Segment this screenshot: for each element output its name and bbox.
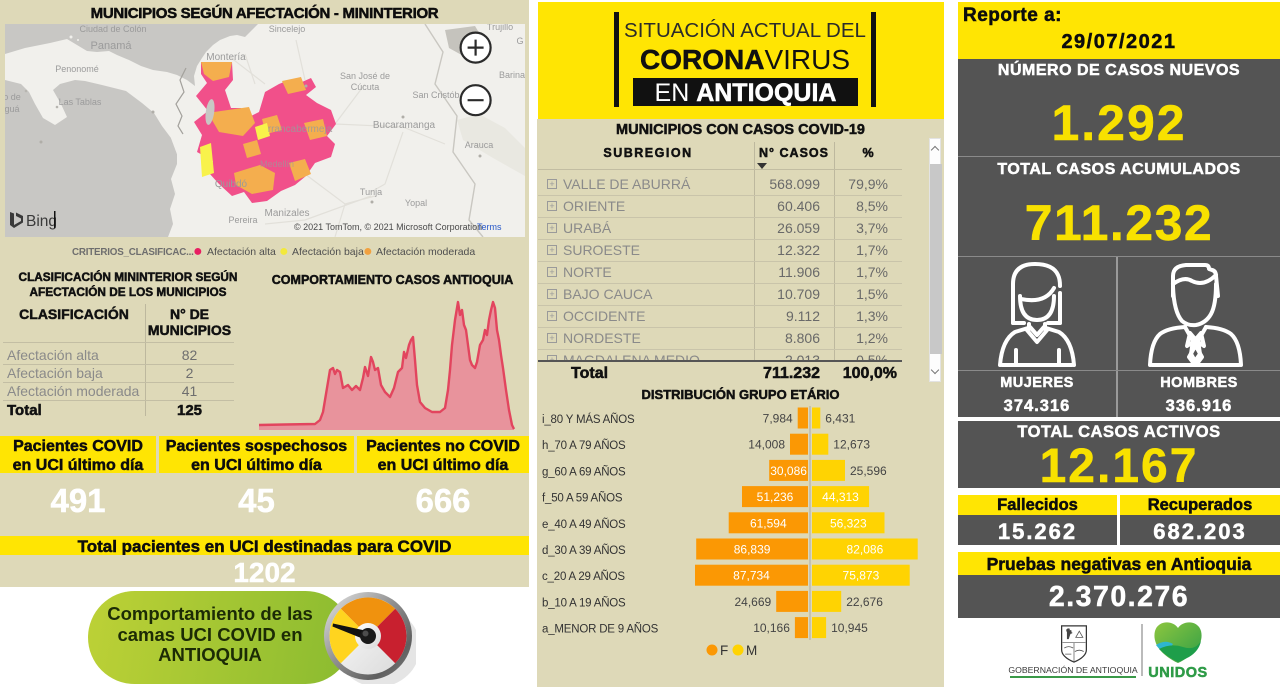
svg-text:10,945: 10,945 [831, 621, 868, 635]
svg-text:© 2021 TomTom, © 2021 Microsof: © 2021 TomTom, © 2021 Microsoft Corporat… [294, 222, 482, 232]
svg-text:Medellín: Medellín [260, 159, 294, 169]
svg-text:61,594: 61,594 [750, 516, 787, 530]
svg-text:a_MENOR DE 9 AÑOS: a_MENOR DE 9 AÑOS [542, 623, 659, 636]
svg-text:56,323: 56,323 [830, 516, 867, 530]
svg-text:Barina: Barina [499, 70, 525, 80]
svg-text:b_10 A 19 AÑOS: b_10 A 19 AÑOS [542, 596, 626, 609]
svg-text:G: G [516, 36, 523, 46]
svg-text:Sincelejo: Sincelejo [269, 24, 306, 34]
svg-text:86,839: 86,839 [734, 543, 771, 557]
svg-text:7,984: 7,984 [763, 412, 793, 426]
svg-text:c_20 A 29 AÑOS: c_20 A 29 AÑOS [542, 570, 625, 583]
svg-text:Arauca: Arauca [465, 140, 494, 150]
svg-text:f_50 A 59 AÑOS: f_50 A 59 AÑOS [542, 492, 623, 505]
svg-text:h_70 A 79 AÑOS: h_70 A 79 AÑOS [542, 439, 626, 452]
svg-text:d_30 A 39 AÑOS: d_30 A 39 AÑOS [542, 544, 626, 557]
svg-text:rrancabermeja: rrancabermeja [268, 124, 333, 135]
svg-text:Bucaramanga: Bucaramanga [373, 120, 436, 131]
svg-text:Panamá: Panamá [91, 40, 133, 52]
svg-text:75,873: 75,873 [843, 569, 880, 583]
svg-text:Quibdó: Quibdó [215, 179, 248, 190]
svg-text:6,431: 6,431 [825, 412, 855, 426]
svg-text:25,596: 25,596 [850, 464, 887, 478]
svg-text:87,734: 87,734 [733, 569, 770, 583]
svg-text:82,086: 82,086 [847, 543, 884, 557]
svg-text:F: F [720, 643, 728, 658]
svg-text:Montería: Montería [206, 52, 246, 63]
svg-text:M: M [746, 643, 757, 658]
svg-text:22,676: 22,676 [846, 595, 883, 609]
svg-text:g_60 A 69 AÑOS: g_60 A 69 AÑOS [542, 465, 626, 478]
svg-text:30,086: 30,086 [770, 464, 807, 478]
svg-text:Manizales: Manizales [264, 208, 309, 219]
svg-text:San Cristób: San Cristób [412, 90, 459, 100]
svg-text:Yopal: Yopal [405, 198, 427, 208]
svg-text:Penonomé: Penonomé [55, 64, 99, 74]
svg-text:44,313: 44,313 [822, 490, 859, 504]
svg-text:San José de: San José de [340, 71, 390, 81]
svg-text:guá: guá [5, 104, 20, 114]
svg-text:Pereira: Pereira [228, 215, 257, 225]
svg-text:Trujillo: Trujillo [487, 24, 513, 32]
svg-text:24,669: 24,669 [734, 595, 771, 609]
svg-text:Cúcuta: Cúcuta [351, 82, 380, 92]
svg-text:12,673: 12,673 [833, 438, 870, 452]
svg-text:o de: o de [5, 92, 21, 102]
svg-text:10,166: 10,166 [753, 621, 790, 635]
svg-text:e_40 A 49 AÑOS: e_40 A 49 AÑOS [542, 518, 626, 531]
svg-text:Terms: Terms [477, 222, 502, 232]
svg-text:Ciudad de Colón: Ciudad de Colón [79, 24, 146, 34]
svg-text:Las Tablas: Las Tablas [59, 97, 102, 107]
svg-text:14,008: 14,008 [748, 438, 785, 452]
svg-text:i_80 Y MÁS AÑOS: i_80 Y MÁS AÑOS [542, 413, 635, 426]
svg-text:Tunja: Tunja [360, 187, 382, 197]
svg-text:Bing: Bing [26, 213, 57, 230]
svg-text:51,236: 51,236 [757, 490, 794, 504]
